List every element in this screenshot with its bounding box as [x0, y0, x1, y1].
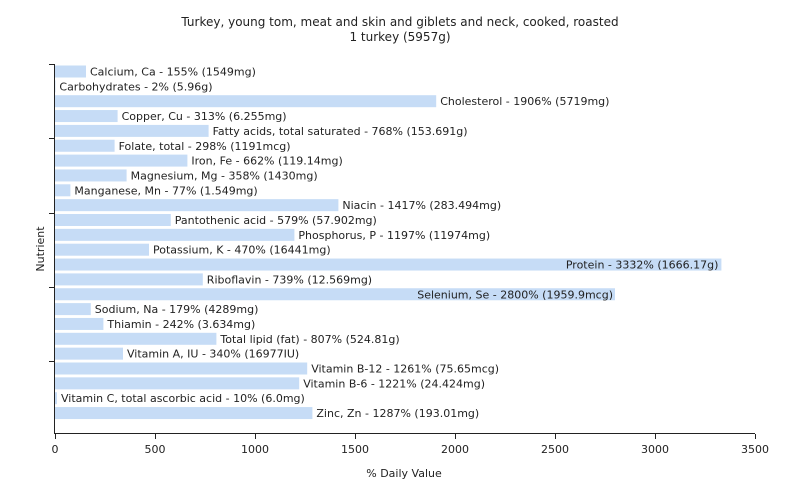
chart-title: Turkey, young tom, meat and skin and gib… — [181, 15, 619, 29]
bar-label: Cholesterol - 1906% (5719mg) — [440, 95, 609, 108]
x-tick-label: 500 — [145, 443, 166, 456]
bar-label: Zinc, Zn - 1287% (193.01mg) — [316, 407, 479, 420]
bar — [55, 214, 171, 226]
bar-label: Magnesium, Mg - 358% (1430mg) — [131, 169, 318, 182]
bar — [55, 332, 217, 345]
bar — [55, 347, 123, 360]
bar — [55, 65, 86, 78]
bar — [55, 199, 339, 212]
bar-label: Phosphorus, P - 1197% (11974mg) — [298, 229, 490, 242]
bar-label: Iron, Fe - 662% (119.14mg) — [191, 155, 342, 168]
bar — [55, 392, 57, 405]
bar-label: Potassium, K - 470% (16441mg) — [153, 244, 331, 257]
bar — [55, 139, 115, 152]
bar — [55, 407, 313, 420]
bar-label: Folate, total - 298% (1191mcg) — [119, 140, 291, 153]
bar-label: Copper, Cu - 313% (6.255mg) — [122, 110, 287, 123]
bar — [55, 303, 91, 316]
bar — [55, 228, 295, 241]
bar — [55, 273, 203, 286]
bar-label: Vitamin B-6 - 1221% (24.424mg) — [303, 377, 485, 390]
bar — [55, 110, 118, 123]
bar — [55, 258, 722, 271]
bar — [55, 95, 437, 108]
bar-label: Riboflavin - 739% (12.569mg) — [207, 273, 372, 286]
bar — [55, 362, 308, 375]
bar-label: Manganese, Mn - 77% (1.549mg) — [74, 184, 257, 197]
bar-label: Selenium, Se - 2800% (1959.9mcg) — [417, 288, 613, 301]
y-ticks-group — [49, 64, 55, 362]
x-ticks-group: 0 500 1000 1500 2000 2500 3000 3500 — [52, 434, 769, 456]
y-axis-label: Nutrient — [34, 226, 47, 272]
bar — [55, 124, 209, 137]
bar — [55, 317, 104, 330]
bar-label: Total lipid (fat) - 807% (524.81g) — [219, 333, 399, 346]
bar — [55, 377, 300, 390]
x-tick-label: 1000 — [241, 443, 269, 456]
bar-labels-group: Calcium, Ca - 155% (1549mg)Carbohydrates… — [59, 66, 718, 421]
x-tick-label: 2500 — [541, 443, 569, 456]
bar-label: Protein - 3332% (1666.17g) — [566, 259, 719, 272]
bar — [55, 243, 149, 256]
bar — [55, 169, 127, 182]
bar-label: Vitamin B-12 - 1261% (75.65mcg) — [311, 363, 499, 376]
x-tick-label: 2000 — [441, 443, 469, 456]
chart-subtitle: 1 turkey (5957g) — [349, 30, 451, 44]
bar — [55, 154, 188, 167]
chart-title-block: Turkey, young tom, meat and skin and gib… — [0, 15, 800, 45]
bar-label: Carbohydrates - 2% (5.96g) — [59, 80, 212, 93]
bar-label: Pantothenic acid - 579% (57.902mg) — [175, 214, 377, 227]
bar-label: Vitamin C, total ascorbic acid - 10% (6.… — [61, 392, 305, 405]
bar-label: Sodium, Na - 179% (4289mg) — [95, 303, 259, 316]
x-axis-label: % Daily Value — [366, 467, 442, 480]
bar-label: Fatty acids, total saturated - 768% (153… — [213, 125, 468, 138]
bar-label: Niacin - 1417% (283.494mg) — [342, 199, 501, 212]
bar-label: Thiamin - 242% (3.634mg) — [106, 318, 255, 331]
axes-group — [54, 64, 755, 434]
x-tick-label: 3000 — [641, 443, 669, 456]
x-tick-label: 3500 — [741, 443, 769, 456]
bar-label: Calcium, Ca - 155% (1549mg) — [90, 66, 256, 79]
bar — [55, 288, 615, 301]
x-tick-label: 1500 — [341, 443, 369, 456]
x-tick-label: 0 — [52, 443, 59, 456]
bar-label: Vitamin A, IU - 340% (16977IU) — [127, 348, 299, 361]
bars-group — [55, 65, 722, 420]
bar — [55, 184, 71, 197]
